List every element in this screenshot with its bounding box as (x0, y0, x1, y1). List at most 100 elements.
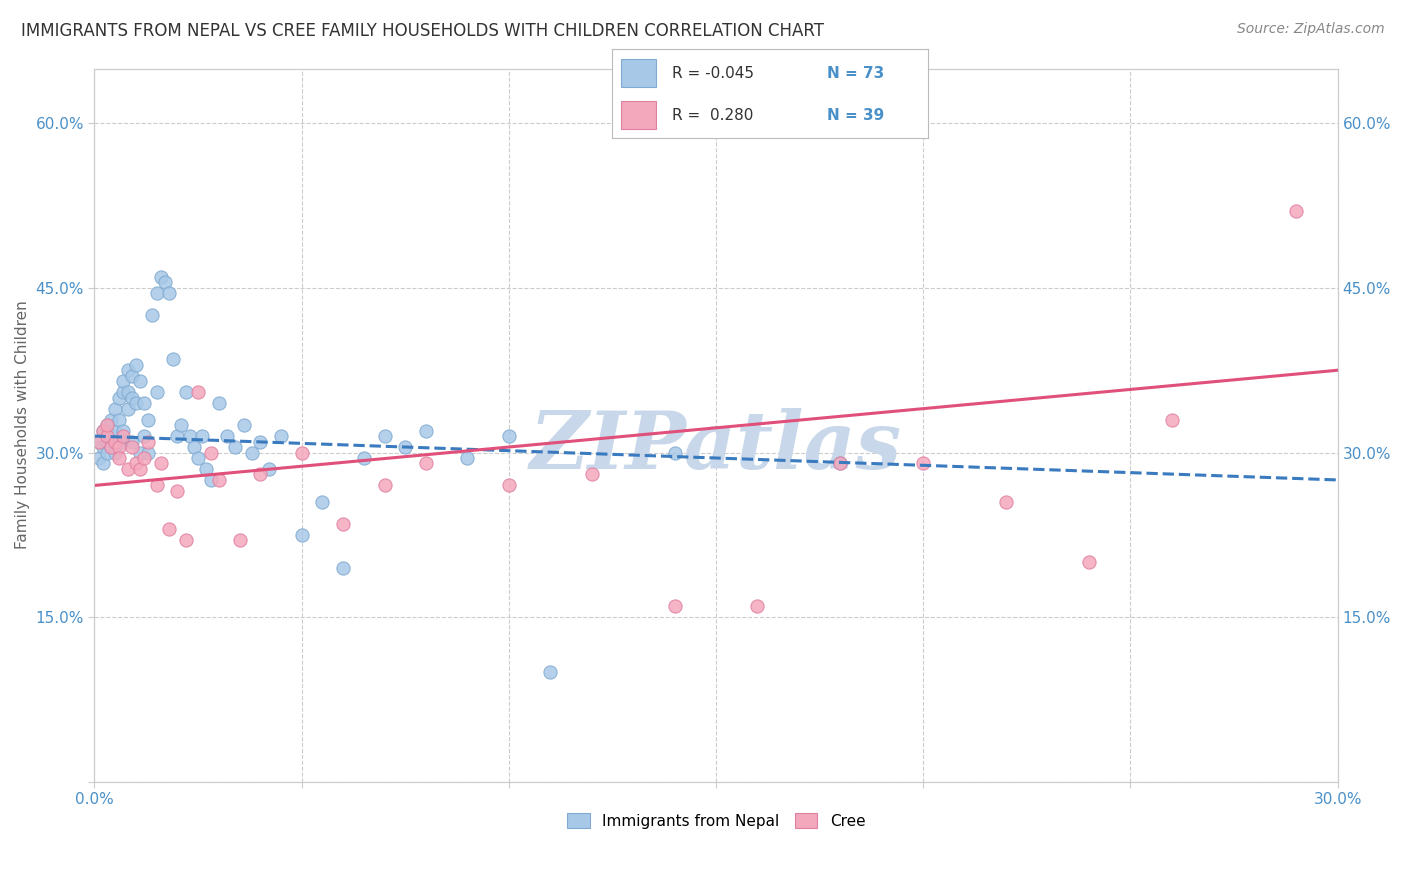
Point (195, 462, 218, 476)
Point (912, 457, 935, 471)
Point (332, 516, 354, 531)
Point (157, 522, 180, 536)
Point (138, 445, 160, 459)
Point (121, 368, 143, 383)
Point (96, 418, 118, 433)
Text: IMMIGRANTS FROM NEPAL VS CREE FAMILY HOUSEHOLDS WITH CHILDREN CORRELATION CHART: IMMIGRANTS FROM NEPAL VS CREE FAMILY HOU… (21, 22, 824, 40)
Point (125, 396, 148, 410)
Point (108, 391, 131, 405)
Point (228, 533, 250, 548)
Y-axis label: Family Households with Children: Family Households with Children (15, 301, 30, 549)
Point (145, 385, 167, 400)
Point (121, 440, 143, 454)
Point (374, 429, 396, 443)
Point (96, 429, 118, 443)
Point (129, 445, 152, 459)
Point (311, 495, 333, 509)
Point (112, 374, 135, 388)
Point (200, 473, 222, 487)
Point (108, 434, 131, 449)
Point (112, 424, 135, 438)
Point (217, 429, 239, 443)
Point (141, 309, 163, 323)
Point (129, 374, 152, 388)
Point (174, 385, 197, 400)
Point (415, 424, 437, 438)
Text: Source: ZipAtlas.com: Source: ZipAtlas.com (1237, 22, 1385, 37)
Point (117, 385, 139, 400)
Bar (621, 59, 655, 87)
Point (830, 457, 852, 471)
Point (249, 467, 271, 482)
Point (108, 440, 131, 454)
Point (166, 429, 188, 443)
Point (1078, 555, 1101, 569)
Point (100, 412, 122, 426)
Point (179, 429, 201, 443)
Point (145, 478, 167, 492)
Point (170, 418, 193, 433)
Point (153, 276, 176, 290)
Point (830, 457, 852, 471)
Point (104, 424, 127, 438)
Point (157, 286, 180, 301)
Point (394, 440, 416, 454)
Point (191, 429, 214, 443)
Point (134, 396, 156, 410)
Point (100, 440, 122, 454)
Point (91, 440, 114, 454)
Point (96, 445, 118, 459)
Point (187, 385, 209, 400)
Point (112, 434, 135, 449)
Point (415, 457, 437, 471)
Bar (621, 101, 655, 129)
Point (183, 440, 205, 454)
Point (538, 665, 561, 679)
Point (104, 445, 127, 459)
Point (117, 462, 139, 476)
Point (125, 457, 148, 471)
Point (581, 467, 603, 482)
Point (498, 429, 520, 443)
Point (995, 495, 1018, 509)
Point (104, 434, 127, 449)
Point (208, 396, 231, 410)
Point (149, 270, 172, 285)
Point (91, 424, 114, 438)
Point (91, 457, 114, 471)
Text: R = -0.045: R = -0.045 (672, 66, 754, 80)
Point (108, 412, 131, 426)
Point (353, 450, 375, 465)
Point (87, 450, 110, 465)
Point (100, 429, 122, 443)
Point (108, 450, 131, 465)
Point (100, 440, 122, 454)
Point (129, 462, 152, 476)
Point (91, 424, 114, 438)
Point (166, 483, 188, 498)
Point (87, 434, 110, 449)
Point (332, 560, 354, 574)
Point (96, 429, 118, 443)
Point (747, 599, 769, 614)
Point (174, 533, 197, 548)
Point (1285, 204, 1308, 219)
Point (208, 473, 231, 487)
Point (145, 286, 167, 301)
Text: R =  0.280: R = 0.280 (672, 108, 754, 122)
Point (112, 385, 135, 400)
Point (257, 462, 280, 476)
Point (121, 434, 143, 449)
Point (117, 363, 139, 377)
Point (138, 412, 160, 426)
Point (224, 440, 246, 454)
Legend: Immigrants from Nepal, Cree: Immigrants from Nepal, Cree (561, 806, 872, 835)
Point (87, 434, 110, 449)
Point (374, 478, 396, 492)
Point (134, 429, 156, 443)
Point (291, 528, 314, 542)
Point (149, 457, 172, 471)
Point (1160, 412, 1182, 426)
Point (104, 401, 127, 416)
Point (270, 429, 292, 443)
